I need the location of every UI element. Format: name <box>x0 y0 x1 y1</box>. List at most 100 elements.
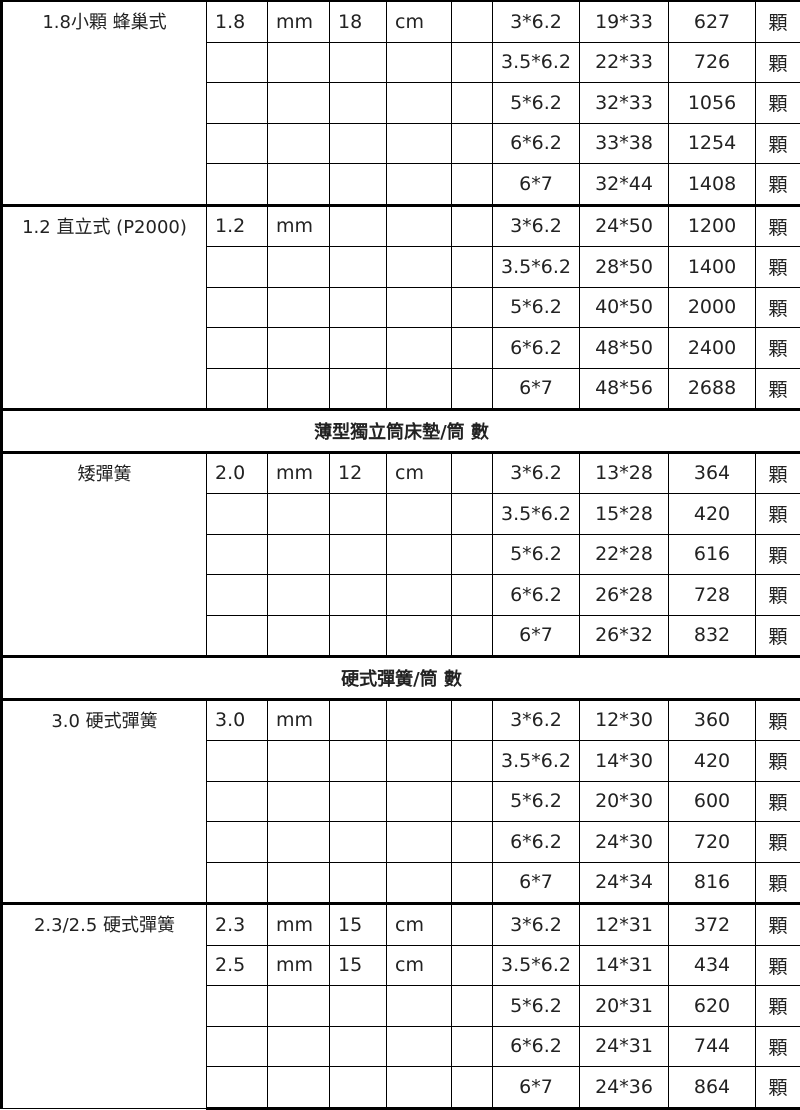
blank-cell <box>452 699 493 741</box>
height-cell <box>330 1026 387 1067</box>
wire-diameter-cell <box>207 368 268 410</box>
count-unit-cell: 顆 <box>756 1 800 43</box>
wire-unit-cell <box>268 575 330 616</box>
count-unit-cell: 顆 <box>756 741 800 782</box>
layout-cell: 14*30 <box>580 741 669 782</box>
layout-cell: 24*31 <box>580 1026 669 1067</box>
wire-diameter-cell: 2.3 <box>207 904 268 946</box>
wire-unit-cell <box>268 822 330 863</box>
height-unit-cell: cm <box>387 945 452 986</box>
spring-type-name: 矮彈簧 <box>2 452 207 657</box>
count-cell: 1056 <box>669 83 756 124</box>
blank-cell <box>452 205 493 247</box>
wire-unit-cell <box>268 741 330 782</box>
count-unit-cell: 顆 <box>756 164 800 206</box>
wire-unit-cell <box>268 862 330 904</box>
spring-size-cell: 6*7 <box>493 862 580 904</box>
height-cell <box>330 247 387 288</box>
spring-size-cell: 3*6.2 <box>493 205 580 247</box>
wire-unit-cell <box>268 123 330 164</box>
height-cell <box>330 822 387 863</box>
count-cell: 420 <box>669 494 756 535</box>
spring-size-cell: 3*6.2 <box>493 452 580 494</box>
height-unit-cell <box>387 615 452 657</box>
height-unit-cell <box>387 575 452 616</box>
spring-size-cell: 3*6.2 <box>493 1 580 43</box>
wire-unit-cell: mm <box>268 205 330 247</box>
wire-diameter-cell <box>207 534 268 575</box>
blank-cell <box>452 741 493 782</box>
count-cell: 1254 <box>669 123 756 164</box>
wire-diameter-cell <box>207 781 268 822</box>
layout-cell: 32*44 <box>580 164 669 206</box>
count-cell: 744 <box>669 1026 756 1067</box>
wire-diameter-cell: 2.5 <box>207 945 268 986</box>
layout-cell: 24*50 <box>580 205 669 247</box>
height-unit-cell <box>387 287 452 328</box>
height-unit-cell: cm <box>387 1 452 43</box>
wire-unit-cell: mm <box>268 1 330 43</box>
count-unit-cell: 顆 <box>756 205 800 247</box>
height-cell <box>330 164 387 206</box>
spring-type-name: 2.3/2.5 硬式彈簧 <box>2 904 207 1109</box>
spring-size-cell: 5*6.2 <box>493 781 580 822</box>
wire-diameter-cell <box>207 615 268 657</box>
count-cell: 1200 <box>669 205 756 247</box>
blank-cell <box>452 1067 493 1109</box>
height-cell <box>330 83 387 124</box>
wire-unit-cell <box>268 534 330 575</box>
layout-cell: 20*30 <box>580 781 669 822</box>
height-cell <box>330 781 387 822</box>
layout-cell: 12*31 <box>580 904 669 946</box>
spring-size-cell: 6*7 <box>493 164 580 206</box>
wire-diameter-cell <box>207 862 268 904</box>
count-cell: 372 <box>669 904 756 946</box>
wire-diameter-cell <box>207 328 268 369</box>
spring-size-cell: 6*6.2 <box>493 1026 580 1067</box>
spring-size-cell: 6*7 <box>493 368 580 410</box>
count-unit-cell: 顆 <box>756 904 800 946</box>
wire-diameter-cell <box>207 247 268 288</box>
height-unit-cell <box>387 205 452 247</box>
height-unit-cell <box>387 986 452 1027</box>
spring-size-cell: 5*6.2 <box>493 986 580 1027</box>
blank-cell <box>452 986 493 1027</box>
count-cell: 726 <box>669 42 756 83</box>
count-cell: 434 <box>669 945 756 986</box>
spring-type-name: 1.2 直立式 (P2000) <box>2 205 207 410</box>
count-unit-cell: 顆 <box>756 534 800 575</box>
blank-cell <box>452 42 493 83</box>
layout-cell: 12*30 <box>580 699 669 741</box>
layout-cell: 48*50 <box>580 328 669 369</box>
blank-cell <box>452 494 493 535</box>
count-unit-cell: 顆 <box>756 986 800 1027</box>
blank-cell <box>452 287 493 328</box>
count-unit-cell: 顆 <box>756 699 800 741</box>
wire-unit-cell <box>268 615 330 657</box>
layout-cell: 24*30 <box>580 822 669 863</box>
height-unit-cell <box>387 862 452 904</box>
count-unit-cell: 顆 <box>756 287 800 328</box>
spring-size-cell: 5*6.2 <box>493 287 580 328</box>
height-cell: 12 <box>330 452 387 494</box>
spring-size-cell: 3.5*6.2 <box>493 741 580 782</box>
height-unit-cell <box>387 1026 452 1067</box>
count-unit-cell: 顆 <box>756 575 800 616</box>
count-unit-cell: 顆 <box>756 945 800 986</box>
blank-cell <box>452 328 493 369</box>
layout-cell: 32*33 <box>580 83 669 124</box>
wire-diameter-cell <box>207 575 268 616</box>
count-unit-cell: 顆 <box>756 452 800 494</box>
layout-cell: 22*33 <box>580 42 669 83</box>
blank-cell <box>452 904 493 946</box>
layout-cell: 48*56 <box>580 368 669 410</box>
blank-cell <box>452 368 493 410</box>
height-cell: 18 <box>330 1 387 43</box>
wire-unit-cell <box>268 781 330 822</box>
blank-cell <box>452 247 493 288</box>
wire-diameter-cell <box>207 287 268 328</box>
spring-size-cell: 3.5*6.2 <box>493 42 580 83</box>
